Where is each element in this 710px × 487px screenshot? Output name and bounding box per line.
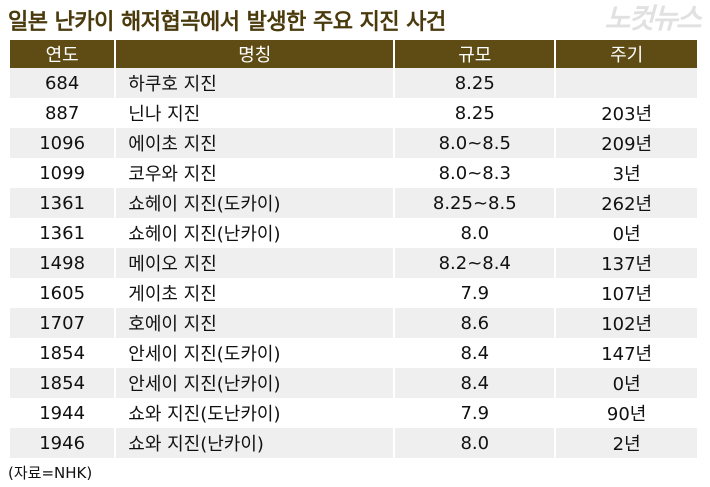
cell-magnitude: 8.4 [393, 338, 556, 368]
cell-name: 게이초 지진 [114, 278, 395, 308]
cell-year: 1096 [10, 128, 116, 158]
table-row: 1099 코우와 지진 8.0~8.3 3년 [10, 158, 697, 188]
cell-year: 1854 [39, 342, 86, 364]
cell-year: 1944 [39, 402, 86, 424]
table-row: 1854 안세이 지진(도카이) 8.4 147년 [10, 338, 697, 368]
cell-year: 1099 [39, 162, 86, 184]
page-title: 일본 난카이 해저협곡에서 발생한 주요 지진 사건 [8, 10, 446, 35]
source-note: (자료=NHK) [8, 464, 93, 482]
table-header-row: 연도 명칭 규모 주기 [10, 40, 697, 68]
cell-interval: 137년 [554, 248, 697, 278]
cell-interval: 2년 [554, 428, 697, 458]
cell-year: 1361 [39, 222, 86, 244]
cell-interval: 90년 [554, 398, 697, 428]
cell-year: 684 [10, 68, 116, 98]
cell-magnitude: 8.25~8.5 [393, 188, 556, 218]
cell-interval: 209년 [554, 128, 697, 158]
cell-magnitude: 7.9 [393, 398, 556, 428]
table-row: 887 닌나 지진 8.25 203년 [10, 98, 697, 128]
cell-year: 1707 [10, 308, 116, 338]
cell-name: 쇼헤이 지진(도카이) [114, 188, 395, 218]
cell-magnitude: 8.0 [393, 428, 556, 458]
column-header-interval: 주기 [554, 40, 697, 68]
table-row: 1361 쇼헤이 지진(난카이) 8.0 0년 [10, 218, 697, 248]
cell-magnitude: 8.2~8.4 [393, 248, 556, 278]
watermark-logo: 노컷뉴스 [602, 2, 707, 35]
cell-name: 닌나 지진 [114, 98, 395, 128]
cell-name: 안세이 지진(도카이) [114, 338, 395, 368]
cell-year: 1946 [10, 428, 116, 458]
cell-interval: 147년 [554, 338, 697, 368]
cell-interval: 0년 [554, 368, 697, 398]
cell-interval: 0년 [554, 218, 697, 248]
table-row: 684 하쿠호 지진 8.25 [10, 68, 697, 98]
cell-magnitude: 8.25 [393, 98, 556, 128]
cell-interval: 203년 [554, 98, 697, 128]
column-header-year: 연도 [10, 40, 116, 68]
cell-year: 1605 [39, 282, 86, 304]
cell-magnitude: 8.25 [393, 68, 556, 98]
cell-magnitude: 8.0~8.5 [393, 128, 556, 158]
table-row: 1361 쇼헤이 지진(도카이) 8.25~8.5 262년 [10, 188, 697, 218]
table-row: 1096 에이초 지진 8.0~8.5 209년 [10, 128, 697, 158]
cell-name: 하쿠호 지진 [114, 68, 395, 98]
cell-name: 쇼와 지진(난카이) [114, 428, 395, 458]
cell-name: 안세이 지진(난카이) [114, 368, 395, 398]
table-row: 1946 쇼와 지진(난카이) 8.0 2년 [10, 428, 697, 458]
cell-interval [554, 68, 697, 98]
cell-year: 1361 [10, 188, 116, 218]
table-row: 1854 안세이 지진(난카이) 8.4 0년 [10, 368, 697, 398]
cell-name: 메이오 지진 [114, 248, 395, 278]
cell-magnitude: 8.0 [393, 218, 556, 248]
cell-year: 1854 [10, 368, 116, 398]
cell-magnitude: 8.6 [393, 308, 556, 338]
cell-interval: 262년 [554, 188, 697, 218]
cell-year: 1498 [10, 248, 116, 278]
cell-interval: 3년 [554, 158, 697, 188]
cell-year: 887 [44, 102, 80, 124]
column-header-name: 명칭 [114, 40, 395, 68]
table-row: 1498 메이오 지진 8.2~8.4 137년 [10, 248, 697, 278]
cell-name: 쇼와 지진(도난카이) [114, 398, 395, 428]
table-row: 1944 쇼와 지진(도난카이) 7.9 90년 [10, 398, 697, 428]
table-row: 1605 게이초 지진 7.9 107년 [10, 278, 697, 308]
table-row: 1707 호에이 지진 8.6 102년 [10, 308, 697, 338]
cell-name: 에이초 지진 [114, 128, 395, 158]
cell-name: 코우와 지진 [114, 158, 395, 188]
cell-interval: 102년 [554, 308, 697, 338]
column-header-magnitude: 규모 [393, 40, 556, 68]
cell-name: 쇼헤이 지진(난카이) [114, 218, 395, 248]
cell-magnitude: 7.9 [393, 278, 556, 308]
earthquake-table: 연도 명칭 규모 주기 684 하쿠호 지진 8.25 887 닌나 지진 8.25 203… [10, 40, 697, 458]
cell-magnitude: 8.0~8.3 [393, 158, 556, 188]
cell-name: 호에이 지진 [114, 308, 395, 338]
cell-magnitude: 8.4 [393, 368, 556, 398]
cell-interval: 107년 [554, 278, 697, 308]
